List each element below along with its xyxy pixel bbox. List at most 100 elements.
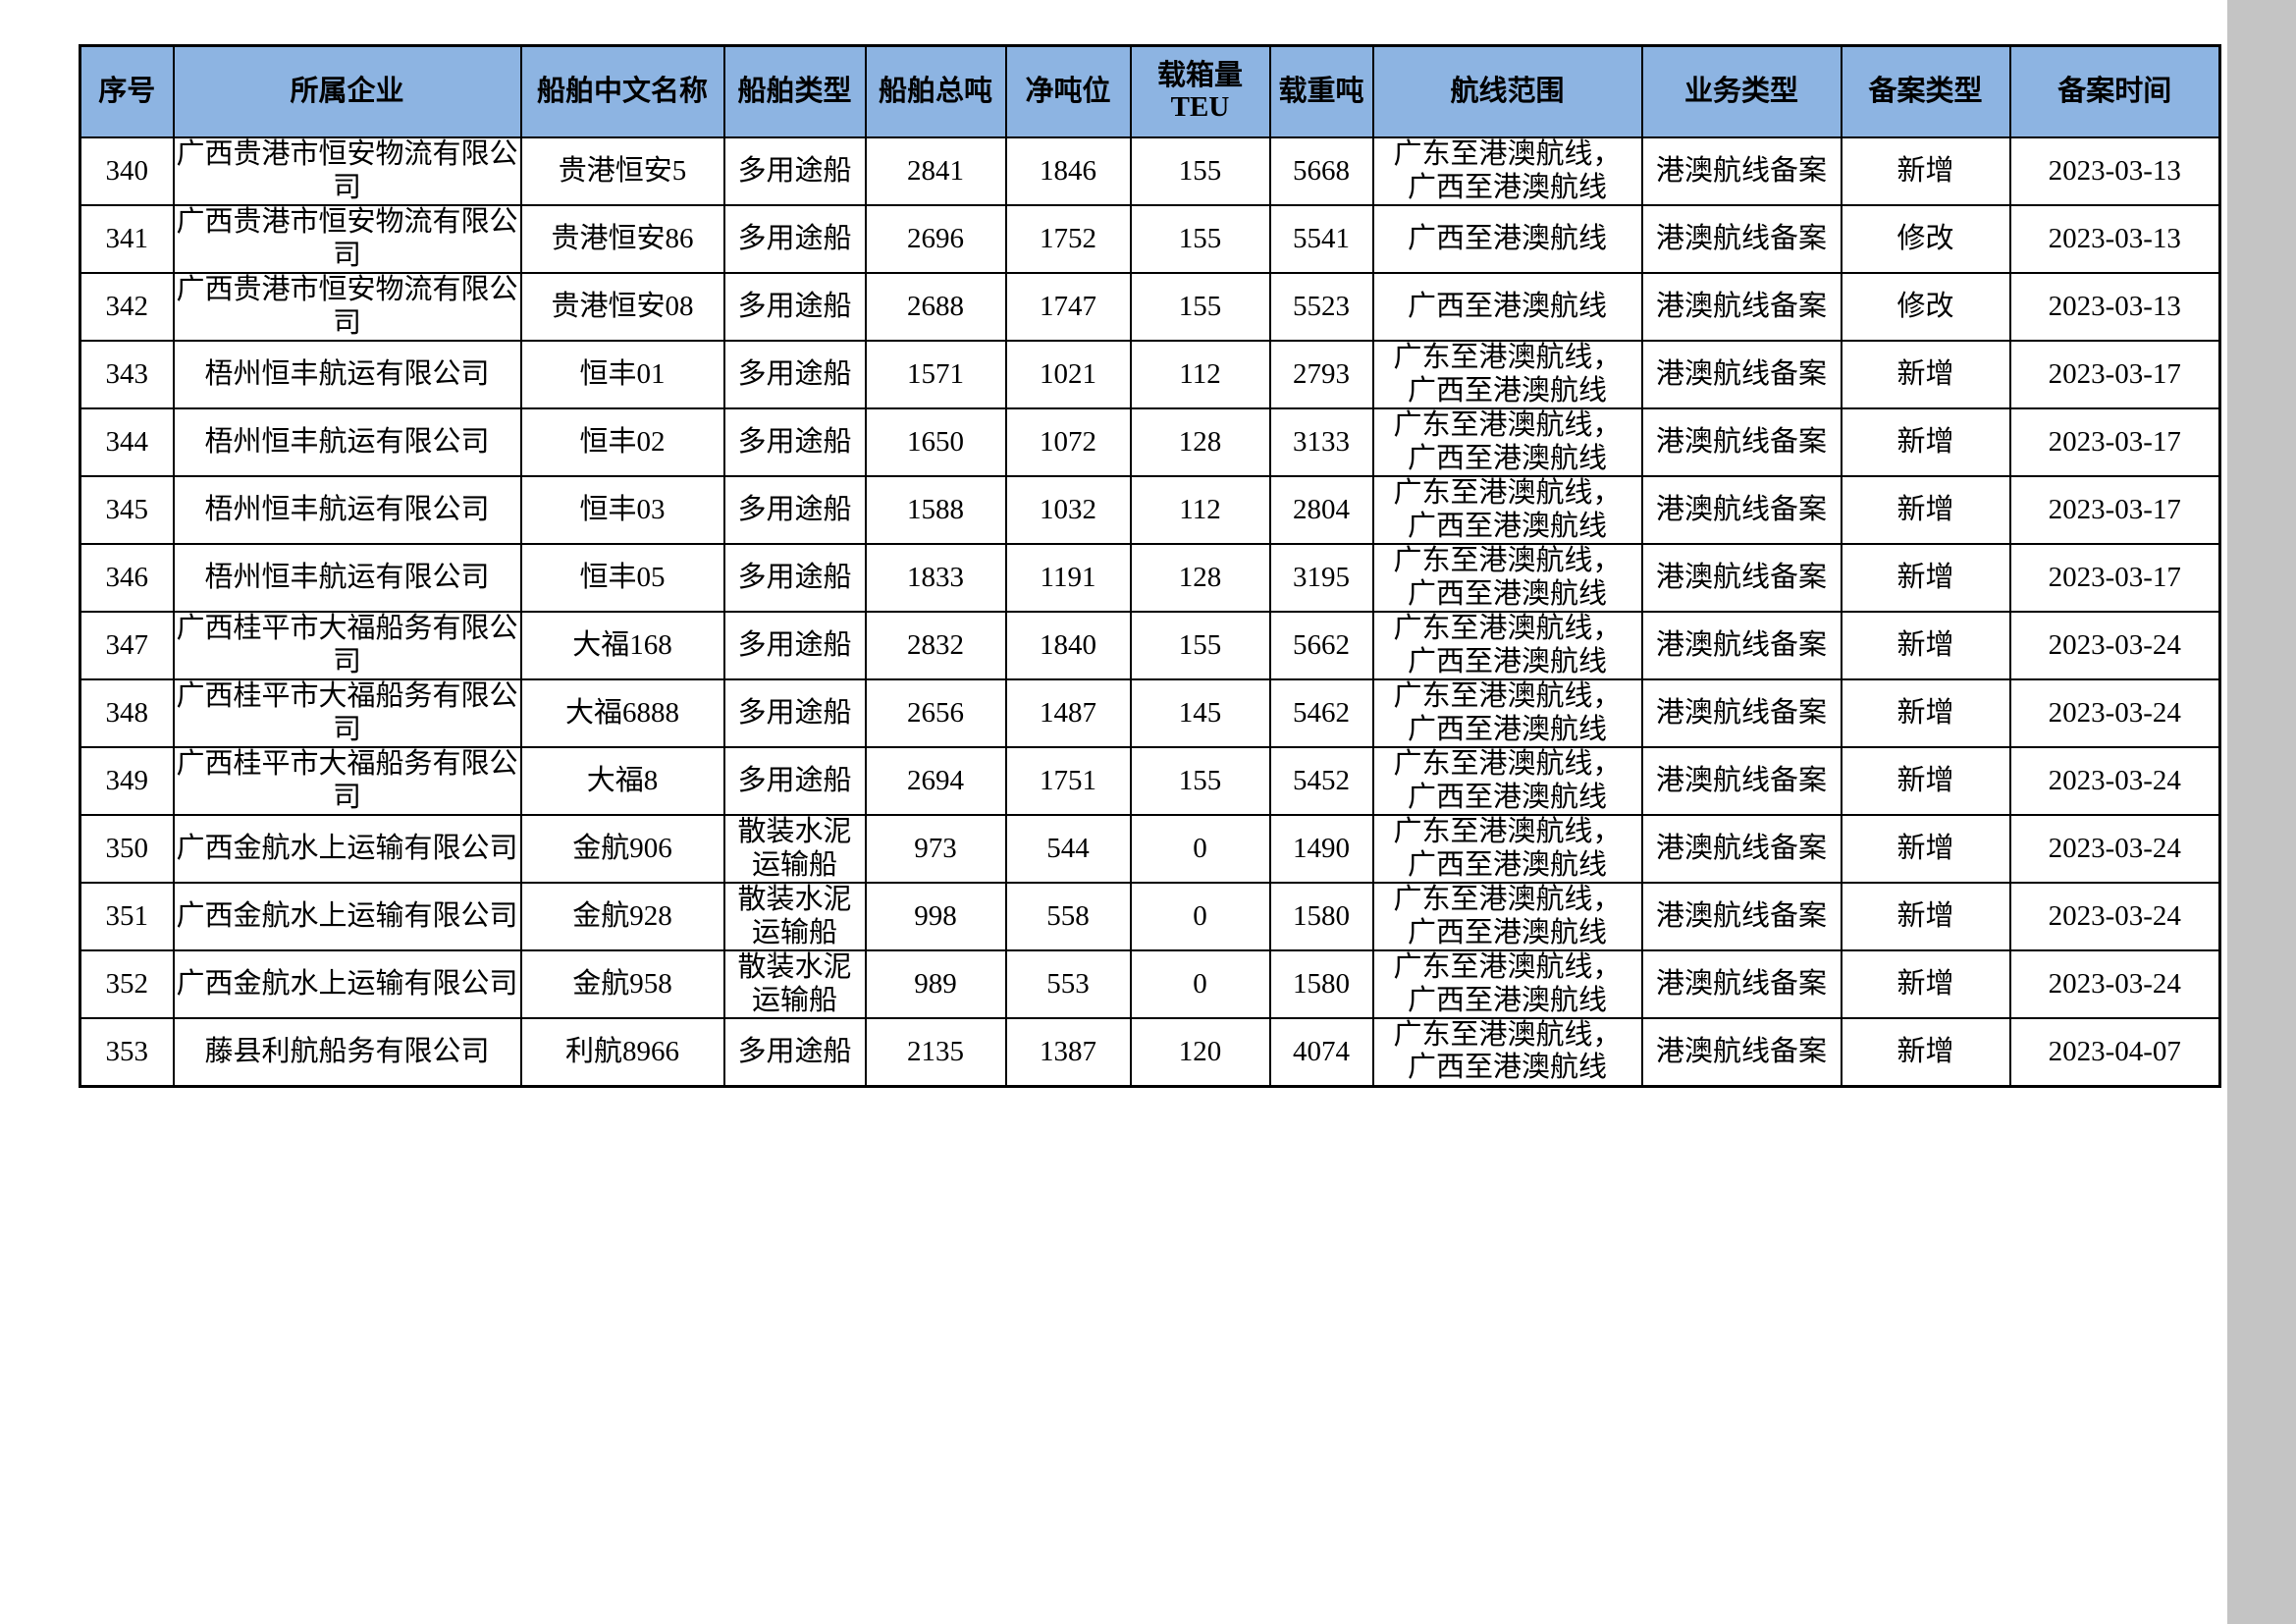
header-row: 序号 所属企业 船舶中文名称 船舶类型 船舶总吨 净吨位 载箱量TEU 载重吨 …	[79, 44, 2221, 138]
table-row: 342 广西贵港市恒安物流有限公司 贵港恒安08 多用途船 2688 1747 …	[79, 272, 2221, 342]
cell-record-type: 新增	[1840, 949, 2011, 1019]
cell-ship-name: 大福6888	[519, 678, 725, 748]
cell-record-date: 2023-03-24	[2008, 882, 2221, 951]
cell-ship-type: 散装水泥运输船	[722, 882, 867, 951]
cell-deadweight: 5523	[1268, 272, 1374, 342]
col-header-record-type: 备案类型	[1840, 44, 2011, 138]
table-row: 343 梧州恒丰航运有限公司 恒丰01 多用途船 1571 1021 112 2…	[79, 340, 2221, 409]
cell-business-type: 港澳航线备案	[1640, 949, 1842, 1019]
col-header-serial-no: 序号	[79, 44, 175, 138]
cell-deadweight: 1580	[1268, 949, 1374, 1019]
cell-teu-capacity: 0	[1129, 814, 1271, 884]
cell-net-tonnage: 1387	[1004, 1017, 1132, 1087]
cell-record-date: 2023-03-24	[2008, 611, 2221, 680]
cell-route-range: 广东至港澳航线， 广西至港澳航线	[1371, 882, 1643, 951]
cell-gross-tonnage: 2694	[864, 746, 1007, 816]
cell-ship-name: 金航958	[519, 949, 725, 1019]
cell-route-range: 广东至港澳航线， 广西至港澳航线	[1371, 1017, 1643, 1087]
table-row: 349 广西桂平市大福船务有限公司 大福8 多用途船 2694 1751 155…	[79, 746, 2221, 816]
cell-ship-name: 大福168	[519, 611, 725, 680]
cell-record-date: 2023-03-17	[2008, 340, 2221, 409]
col-header-business-type: 业务类型	[1640, 44, 1842, 138]
cell-serial-no: 349	[79, 746, 175, 816]
page-right-gutter	[2227, 0, 2296, 1624]
cell-net-tonnage: 558	[1004, 882, 1132, 951]
cell-serial-no: 352	[79, 949, 175, 1019]
cell-business-type: 港澳航线备案	[1640, 272, 1842, 342]
cell-gross-tonnage: 1650	[864, 407, 1007, 477]
cell-deadweight: 5662	[1268, 611, 1374, 680]
cell-teu-capacity: 155	[1129, 272, 1271, 342]
cell-ship-name: 恒丰03	[519, 475, 725, 545]
cell-ship-name: 大福8	[519, 746, 725, 816]
cell-record-type: 新增	[1840, 543, 2011, 613]
cell-record-type: 新增	[1840, 407, 2011, 477]
cell-net-tonnage: 1487	[1004, 678, 1132, 748]
table-row: 348 广西桂平市大福船务有限公司 大福6888 多用途船 2656 1487 …	[79, 678, 2221, 748]
cell-gross-tonnage: 2688	[864, 272, 1007, 342]
cell-deadweight: 4074	[1268, 1017, 1374, 1087]
cell-company: 广西桂平市大福船务有限公司	[172, 611, 522, 680]
cell-ship-type: 散装水泥运输船	[722, 949, 867, 1019]
cell-net-tonnage: 544	[1004, 814, 1132, 884]
cell-ship-type: 多用途船	[722, 1017, 867, 1087]
cell-teu-capacity: 145	[1129, 678, 1271, 748]
cell-company: 广西贵港市恒安物流有限公司	[172, 136, 522, 206]
cell-deadweight: 5668	[1268, 136, 1374, 206]
cell-business-type: 港澳航线备案	[1640, 746, 1842, 816]
cell-business-type: 港澳航线备案	[1640, 543, 1842, 613]
cell-ship-name: 贵港恒安08	[519, 272, 725, 342]
cell-record-type: 修改	[1840, 272, 2011, 342]
cell-ship-type: 多用途船	[722, 407, 867, 477]
col-header-deadweight: 载重吨	[1268, 44, 1374, 138]
cell-gross-tonnage: 1833	[864, 543, 1007, 613]
table-row: 353 藤县利航船务有限公司 利航8966 多用途船 2135 1387 120…	[79, 1017, 2221, 1087]
col-header-ship-type: 船舶类型	[722, 44, 867, 138]
cell-business-type: 港澳航线备案	[1640, 204, 1842, 274]
table-row: 350 广西金航水上运输有限公司 金航906 散装水泥运输船 973 544 0…	[79, 814, 2221, 884]
cell-route-range: 广东至港澳航线， 广西至港澳航线	[1371, 949, 1643, 1019]
cell-gross-tonnage: 1571	[864, 340, 1007, 409]
cell-record-type: 新增	[1840, 475, 2011, 545]
cell-gross-tonnage: 2656	[864, 678, 1007, 748]
cell-serial-no: 342	[79, 272, 175, 342]
cell-record-date: 2023-03-17	[2008, 475, 2221, 545]
cell-net-tonnage: 1751	[1004, 746, 1132, 816]
cell-serial-no: 348	[79, 678, 175, 748]
cell-business-type: 港澳航线备案	[1640, 611, 1842, 680]
cell-gross-tonnage: 2135	[864, 1017, 1007, 1087]
cell-route-range: 广东至港澳航线， 广西至港澳航线	[1371, 475, 1643, 545]
cell-ship-type: 多用途船	[722, 272, 867, 342]
col-header-ship-name: 船舶中文名称	[519, 44, 725, 138]
cell-deadweight: 1580	[1268, 882, 1374, 951]
ship-record-table: 序号 所属企业 船舶中文名称 船舶类型 船舶总吨 净吨位 载箱量TEU 载重吨 …	[79, 44, 2221, 1088]
cell-record-type: 新增	[1840, 746, 2011, 816]
cell-company: 广西贵港市恒安物流有限公司	[172, 272, 522, 342]
table-row: 345 梧州恒丰航运有限公司 恒丰03 多用途船 1588 1032 112 2…	[79, 475, 2221, 545]
table-row: 340 广西贵港市恒安物流有限公司 贵港恒安5 多用途船 2841 1846 1…	[79, 136, 2221, 206]
cell-ship-type: 多用途船	[722, 204, 867, 274]
cell-deadweight: 5452	[1268, 746, 1374, 816]
cell-ship-name: 金航906	[519, 814, 725, 884]
cell-net-tonnage: 1191	[1004, 543, 1132, 613]
cell-teu-capacity: 128	[1129, 407, 1271, 477]
cell-record-type: 新增	[1840, 814, 2011, 884]
table-row: 344 梧州恒丰航运有限公司 恒丰02 多用途船 1650 1072 128 3…	[79, 407, 2221, 477]
cell-ship-type: 多用途船	[722, 611, 867, 680]
cell-company: 梧州恒丰航运有限公司	[172, 543, 522, 613]
table-row: 352 广西金航水上运输有限公司 金航958 散装水泥运输船 989 553 0…	[79, 949, 2221, 1019]
cell-business-type: 港澳航线备案	[1640, 882, 1842, 951]
cell-company: 广西贵港市恒安物流有限公司	[172, 204, 522, 274]
cell-route-range: 广西至港澳航线	[1371, 204, 1643, 274]
table-row: 351 广西金航水上运输有限公司 金航928 散装水泥运输船 998 558 0…	[79, 882, 2221, 951]
cell-record-date: 2023-03-24	[2008, 949, 2221, 1019]
cell-company: 藤县利航船务有限公司	[172, 1017, 522, 1087]
cell-deadweight: 2793	[1268, 340, 1374, 409]
cell-net-tonnage: 1021	[1004, 340, 1132, 409]
cell-net-tonnage: 1752	[1004, 204, 1132, 274]
cell-company: 梧州恒丰航运有限公司	[172, 340, 522, 409]
cell-business-type: 港澳航线备案	[1640, 678, 1842, 748]
cell-record-date: 2023-04-07	[2008, 1017, 2221, 1087]
cell-teu-capacity: 0	[1129, 949, 1271, 1019]
cell-net-tonnage: 1747	[1004, 272, 1132, 342]
